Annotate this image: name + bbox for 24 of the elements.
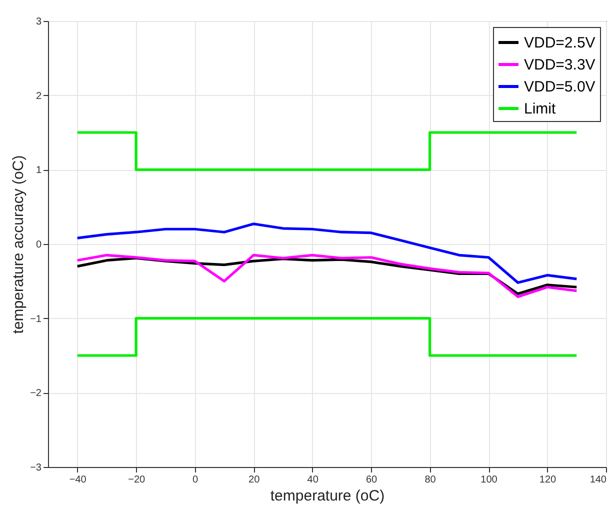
y-tick-label: −2	[30, 388, 42, 400]
x-tick-label: 80	[424, 474, 436, 486]
y-tick-label: 1	[36, 165, 42, 176]
y-tick-label: 0	[36, 240, 42, 250]
x-tick-label: 60	[366, 474, 378, 486]
legend-label: VDD=5.0V	[524, 78, 596, 96]
legend-label: VDD=3.3V	[524, 56, 596, 74]
x-tick-label: 140	[590, 474, 607, 486]
y-tick-label: −1	[30, 314, 42, 325]
x-tick-label: 40	[307, 474, 319, 486]
line-series	[76, 222, 578, 284]
x-axis-title: temperature (oC)	[270, 488, 385, 504]
x-tick-label: 120	[539, 474, 557, 486]
x-tick-label: −20	[128, 474, 146, 486]
x-tick-label: 100	[480, 474, 498, 486]
x-tick-label: 0	[192, 474, 199, 486]
x-tick-label: −40	[69, 474, 87, 486]
y-axis-title: temperature accuracy (oC)	[10, 155, 28, 334]
legend-label: VDD=2.5V	[524, 34, 596, 52]
legend-label: Limit	[524, 100, 556, 118]
y-tick-label: 2	[36, 90, 42, 102]
x-tick-label: 20	[248, 474, 260, 486]
y-tick-label: 3	[36, 16, 42, 28]
y-tick-label: −3	[30, 462, 42, 474]
